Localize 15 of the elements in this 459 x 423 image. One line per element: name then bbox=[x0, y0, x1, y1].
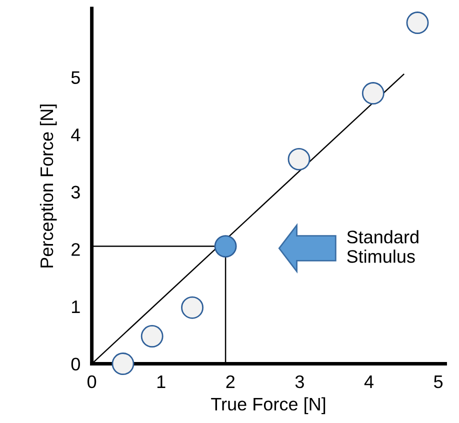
x-tick-label: 1 bbox=[157, 376, 166, 388]
x-tick-label: 2 bbox=[226, 375, 235, 388]
x-axis-title: True Force [N] bbox=[211, 397, 326, 414]
x-tick-label: 3 bbox=[295, 375, 304, 388]
annotation: Standard Stimulus bbox=[347, 230, 418, 263]
y-tick-label: 1 bbox=[72, 300, 80, 314]
y-tick-label: 3 bbox=[71, 186, 80, 199]
y-tick-label: 2 bbox=[72, 243, 80, 256]
x-tick-label: 4 bbox=[364, 376, 374, 388]
y-tick-label: 4 bbox=[71, 128, 80, 142]
x-tick-label: 0 bbox=[87, 375, 96, 388]
y-axis-title: Perception Force [N] bbox=[40, 104, 57, 268]
y-tick-label: 5 bbox=[71, 71, 80, 84]
x-tick-label: 5 bbox=[434, 376, 443, 388]
y-tick-label: 0 bbox=[71, 358, 80, 370]
